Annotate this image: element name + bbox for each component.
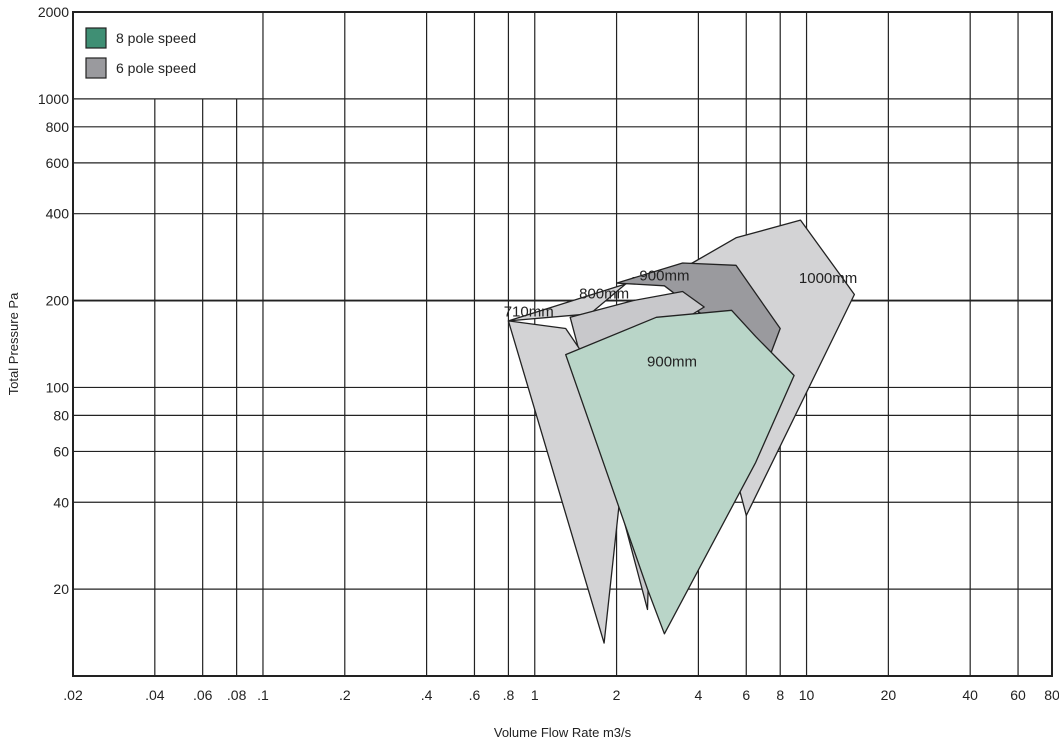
x-tick-label: .4 — [421, 687, 433, 703]
legend-swatch — [85, 57, 107, 79]
region-label: 800mm — [579, 286, 629, 303]
x-tick-label: 4 — [694, 687, 702, 703]
x-tick-label: .2 — [339, 687, 351, 703]
y-tick-label: 100 — [46, 379, 70, 395]
x-tick-label: 8 — [776, 687, 784, 703]
y-tick-labels: 20 40 60 80 100 200 400 600 800 1000 2000 — [38, 4, 69, 597]
x-tick-label: .08 — [227, 687, 247, 703]
region-layer — [507, 219, 856, 644]
y-tick-label: 60 — [53, 443, 69, 459]
region-label: 900mm — [647, 354, 697, 371]
region-labels: 900mm 800mm 710mm 1000mm 900mm — [504, 267, 858, 370]
y-tick-label: 40 — [53, 494, 69, 510]
x-tick-label: .6 — [469, 687, 481, 703]
plot-frame — [72, 11, 1053, 677]
x-tick-label: .8 — [503, 687, 515, 703]
x-tick-labels: .02 .04 .06 .08 .1 .2 .4 .6 .8 1 2 4 6 8 10 20 40 60 80 — [63, 687, 1059, 703]
legend-swatch — [85, 27, 107, 49]
legend-label: 8 pole speed — [116, 30, 196, 46]
y-tick-label: 20 — [53, 581, 69, 597]
x-tick-label: 6 — [742, 687, 750, 703]
y-tick-label: 80 — [53, 407, 69, 423]
legend: 8 pole speed 6 pole speed — [85, 27, 196, 79]
legend-label: 6 pole speed — [116, 60, 196, 76]
x-tick-label: 80 — [1044, 687, 1059, 703]
x-tick-label: 1 — [531, 687, 539, 703]
y-tick-label: 400 — [46, 206, 70, 222]
region-label: 1000mm — [799, 270, 857, 287]
x-tick-label: 20 — [881, 687, 897, 703]
x-tick-label: 60 — [1010, 687, 1026, 703]
region-label: 900mm — [639, 267, 689, 284]
x-tick-label: .1 — [257, 687, 269, 703]
x-axis-title: Volume Flow Rate m3/s — [494, 725, 632, 740]
x-tick-label: .06 — [193, 687, 213, 703]
region-900mm-8-pole-speed — [565, 309, 795, 635]
y-tick-label: 600 — [46, 155, 70, 171]
y-tick-label: 1000 — [38, 91, 69, 107]
y-axis-title: Total Pressure Pa — [6, 292, 21, 395]
y-tick-label: 2000 — [38, 4, 69, 20]
x-tick-label: 40 — [962, 687, 978, 703]
x-tick-label: 2 — [613, 687, 621, 703]
y-tick-label: 200 — [46, 293, 70, 309]
y-tick-label: 800 — [46, 119, 70, 135]
x-tick-label: 10 — [799, 687, 815, 703]
region-label: 710mm — [504, 304, 554, 321]
x-tick-label: .02 — [63, 687, 83, 703]
x-tick-label: .04 — [145, 687, 165, 703]
